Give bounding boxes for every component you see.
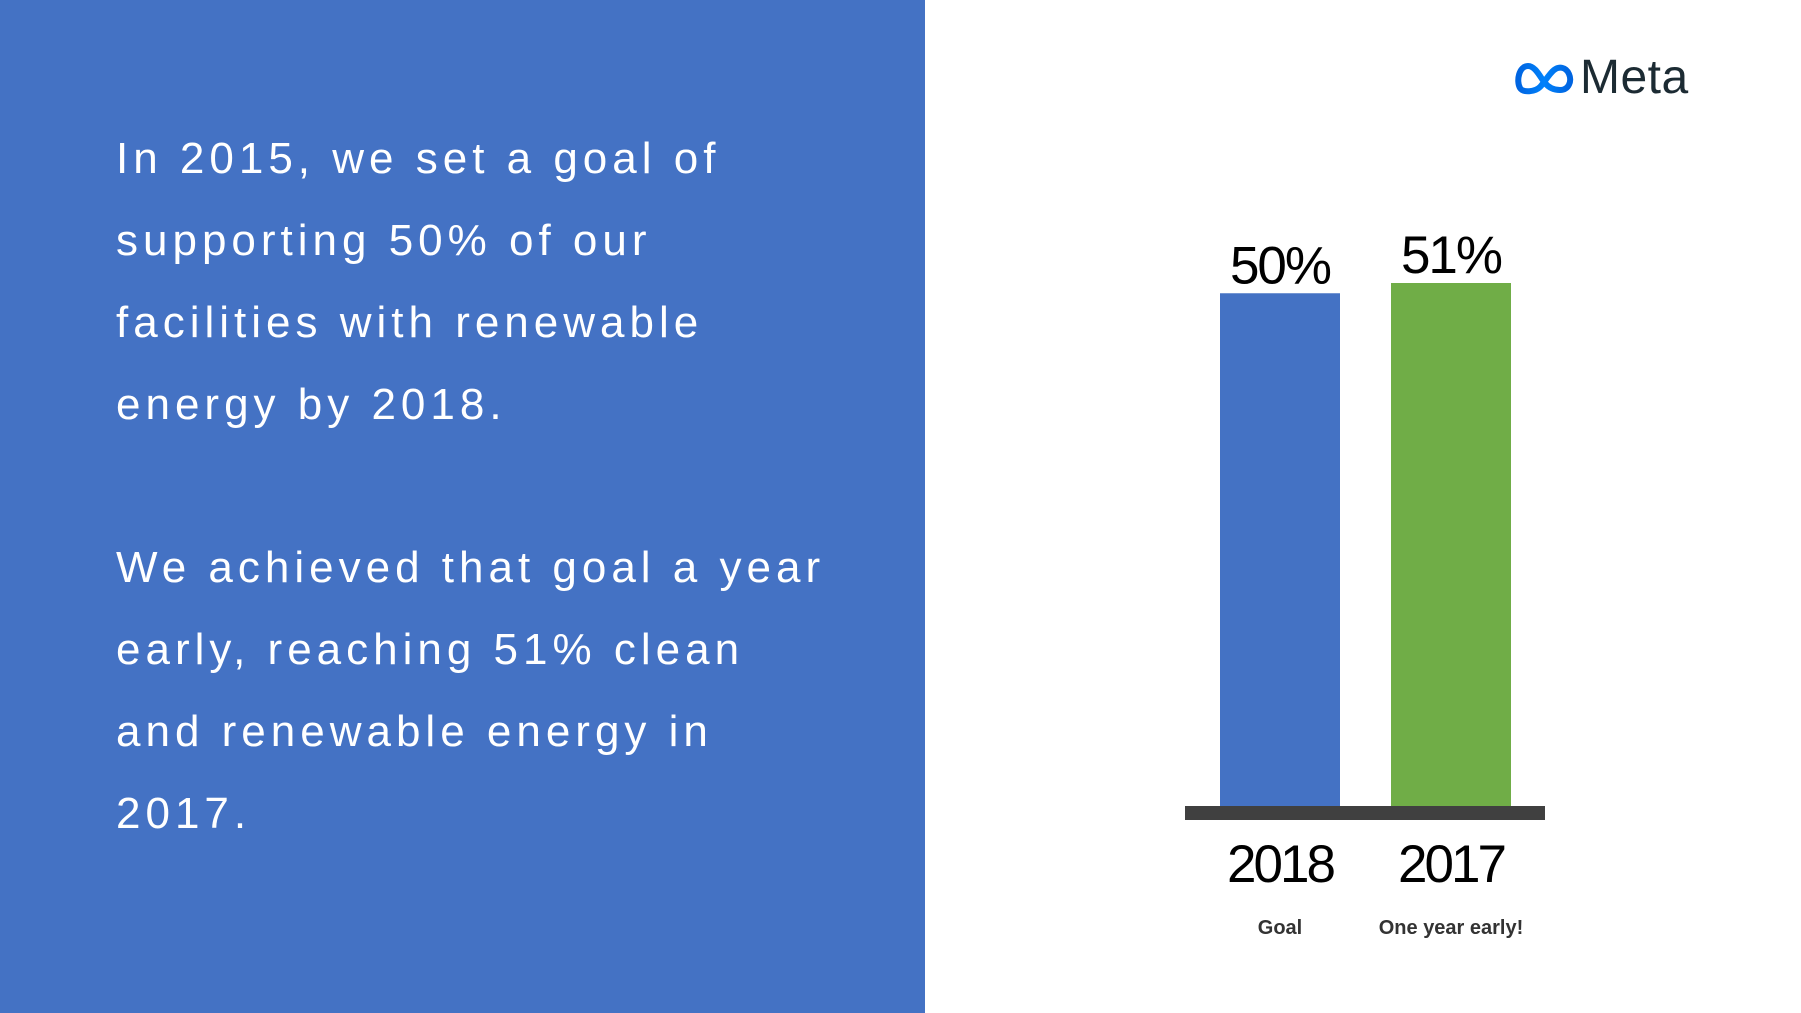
meta-logo: Meta <box>1514 50 1689 106</box>
meta-logo-text: Meta <box>1580 51 1689 104</box>
text-panel: In 2015, we set a goal of supporting 50%… <box>0 0 925 1013</box>
value-label-2017: 51% <box>1401 226 1502 285</box>
goal-paragraph: In 2015, we set a goal of supporting 50%… <box>116 134 721 429</box>
bar-2018 <box>1220 293 1340 807</box>
meta-infinity-icon <box>1514 61 1576 95</box>
bar-2017 <box>1391 283 1511 806</box>
achievement-paragraph: We achieved that goal a year early, reac… <box>116 543 826 838</box>
category-label-2018: 2018 <box>1227 835 1334 894</box>
category-label-2017: 2017 <box>1398 835 1504 894</box>
chart-baseline <box>1185 806 1545 820</box>
sublabel-2018: Goal <box>1258 917 1302 939</box>
value-label-2018: 50% <box>1230 236 1331 295</box>
sublabel-2017: One year early! <box>1379 917 1524 939</box>
